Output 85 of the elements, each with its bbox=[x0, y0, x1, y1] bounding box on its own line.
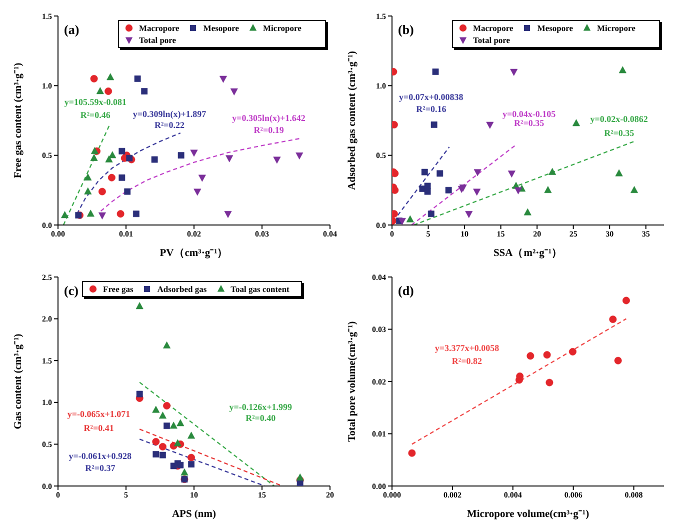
annotation: y=0.02x-0.0862 bbox=[590, 114, 648, 124]
y-tick-label: 1.0 bbox=[42, 82, 52, 91]
x-tick-label: 0.006 bbox=[564, 490, 582, 500]
x-tick-label: 0 bbox=[56, 490, 60, 500]
x-tick-label: 15 bbox=[496, 230, 505, 239]
annotation: R²=0.16 bbox=[416, 104, 446, 114]
annotation: y=0.07x+0.00838 bbox=[399, 92, 464, 102]
x-axis-title: Micropore volume(cm³·g⁻¹) bbox=[466, 509, 590, 520]
annotation: y=-0.061x+0.928 bbox=[68, 450, 132, 461]
y-axis-title: Adsorbed gas content (cm³·g⁻¹) bbox=[347, 50, 358, 190]
text: (d) bbox=[398, 283, 414, 299]
y-tick-label: 2.0 bbox=[42, 314, 52, 324]
y-axis-title: Total pore volume(cm³·g⁻¹) bbox=[347, 320, 358, 442]
y-tick-label: 0.00 bbox=[372, 482, 386, 491]
legend-label: Micropore bbox=[597, 22, 636, 34]
x-tick-label: 35 bbox=[642, 230, 650, 239]
y-tick-label: 0.02 bbox=[372, 377, 386, 386]
y-axis-title: Gas content (cm³·g⁻¹) bbox=[13, 333, 24, 430]
legend-label: Macropore bbox=[473, 22, 514, 34]
text: (b) bbox=[398, 22, 414, 38]
legend-label: Micropore bbox=[263, 22, 302, 34]
y-tick-label: 2.5 bbox=[42, 272, 52, 282]
x-tick-label: 10 bbox=[460, 230, 469, 239]
x-tick-label: 0.04 bbox=[323, 230, 337, 239]
annotation: R²=0.46 bbox=[80, 110, 110, 120]
annotation: y=105.59x-0.081 bbox=[64, 97, 126, 108]
annotation: R²=0.22 bbox=[154, 120, 185, 130]
legend-label: Mesopore bbox=[203, 22, 240, 34]
annotation: y=-0.126x+1.999 bbox=[229, 402, 292, 412]
y-tick-label: 0.5 bbox=[376, 151, 386, 160]
text: (c) bbox=[64, 283, 78, 299]
legend-label: Macropore bbox=[139, 22, 180, 34]
x-tick-label: 20 bbox=[326, 490, 334, 500]
annotation: y=3.377x+0.0058 bbox=[434, 342, 500, 353]
y-tick-label: 0.01 bbox=[372, 430, 386, 439]
annotation: R²=0.41 bbox=[84, 423, 114, 434]
x-tick-label: 5 bbox=[124, 490, 128, 500]
x-tick-label: 15 bbox=[258, 490, 266, 500]
annotation: R²=0.37 bbox=[85, 463, 116, 474]
annotation: R²=0.82 bbox=[452, 356, 482, 366]
y-axis-title: Free gas content (cm³·g⁻¹) bbox=[13, 62, 24, 178]
x-axis-title: SSA（m²·g⁻¹） bbox=[493, 248, 563, 259]
annotation: y=0.309ln(x)+1.897 bbox=[132, 108, 206, 119]
legend-label: Adsorbed gas bbox=[157, 283, 207, 295]
legend-label: Total pore bbox=[473, 34, 510, 46]
y-tick-label: 0.0 bbox=[42, 482, 52, 491]
x-tick-label: 0.000 bbox=[383, 490, 401, 500]
y-tick-label: 1.0 bbox=[376, 82, 386, 91]
x-tick-label: 0.008 bbox=[624, 490, 643, 500]
x-tick-label: 5 bbox=[426, 230, 430, 239]
text: (a) bbox=[64, 22, 80, 38]
x-tick-label: 0.02 bbox=[187, 230, 201, 239]
x-tick-label: 0.002 bbox=[443, 490, 462, 500]
legend-label: Total pore bbox=[139, 34, 176, 46]
x-tick-label: 0.004 bbox=[504, 490, 522, 500]
x-tick-label: 0.00 bbox=[51, 230, 65, 239]
x-axis-title: PV（cm³·g⁻¹） bbox=[160, 248, 228, 259]
y-tick-label: 0.0 bbox=[42, 220, 52, 230]
y-tick-label: 0.5 bbox=[42, 440, 52, 450]
legend-label: Free gas bbox=[103, 283, 134, 295]
legend-label: Mesopore bbox=[537, 22, 574, 34]
y-tick-label: 0.5 bbox=[42, 151, 52, 160]
annotation: R²=0.40 bbox=[246, 413, 276, 424]
y-tick-label: 0.0 bbox=[376, 220, 386, 230]
annotation: y=0.305ln(x)+1.642 bbox=[232, 112, 306, 123]
annotation: y=-0.065x+1.071 bbox=[67, 409, 130, 420]
annotation: y=0.04x-0.105 bbox=[502, 108, 556, 119]
annotation: R²=0.35 bbox=[604, 128, 634, 138]
x-axis-title: APS (nm) bbox=[172, 509, 217, 520]
x-tick-label: 0.01 bbox=[119, 230, 133, 239]
y-tick-label: 1.5 bbox=[42, 12, 52, 21]
y-tick-label: 1.5 bbox=[42, 356, 52, 366]
y-tick-label: 1.0 bbox=[42, 398, 52, 408]
x-tick-label: 0.03 bbox=[255, 230, 269, 239]
annotation: R²=0.19 bbox=[254, 125, 284, 136]
y-tick-label: 1.5 bbox=[376, 12, 386, 21]
x-tick-label: 25 bbox=[569, 230, 578, 239]
x-tick-label: 0 bbox=[390, 230, 394, 239]
x-tick-label: 30 bbox=[606, 230, 614, 239]
y-tick-label: 0.03 bbox=[372, 325, 386, 334]
legend-label: Toal gas content bbox=[230, 283, 290, 295]
x-tick-label: 10 bbox=[190, 490, 198, 500]
x-tick-label: 20 bbox=[533, 230, 542, 239]
y-tick-label: 0.04 bbox=[372, 272, 386, 282]
annotation: R²=0.35 bbox=[514, 118, 544, 128]
